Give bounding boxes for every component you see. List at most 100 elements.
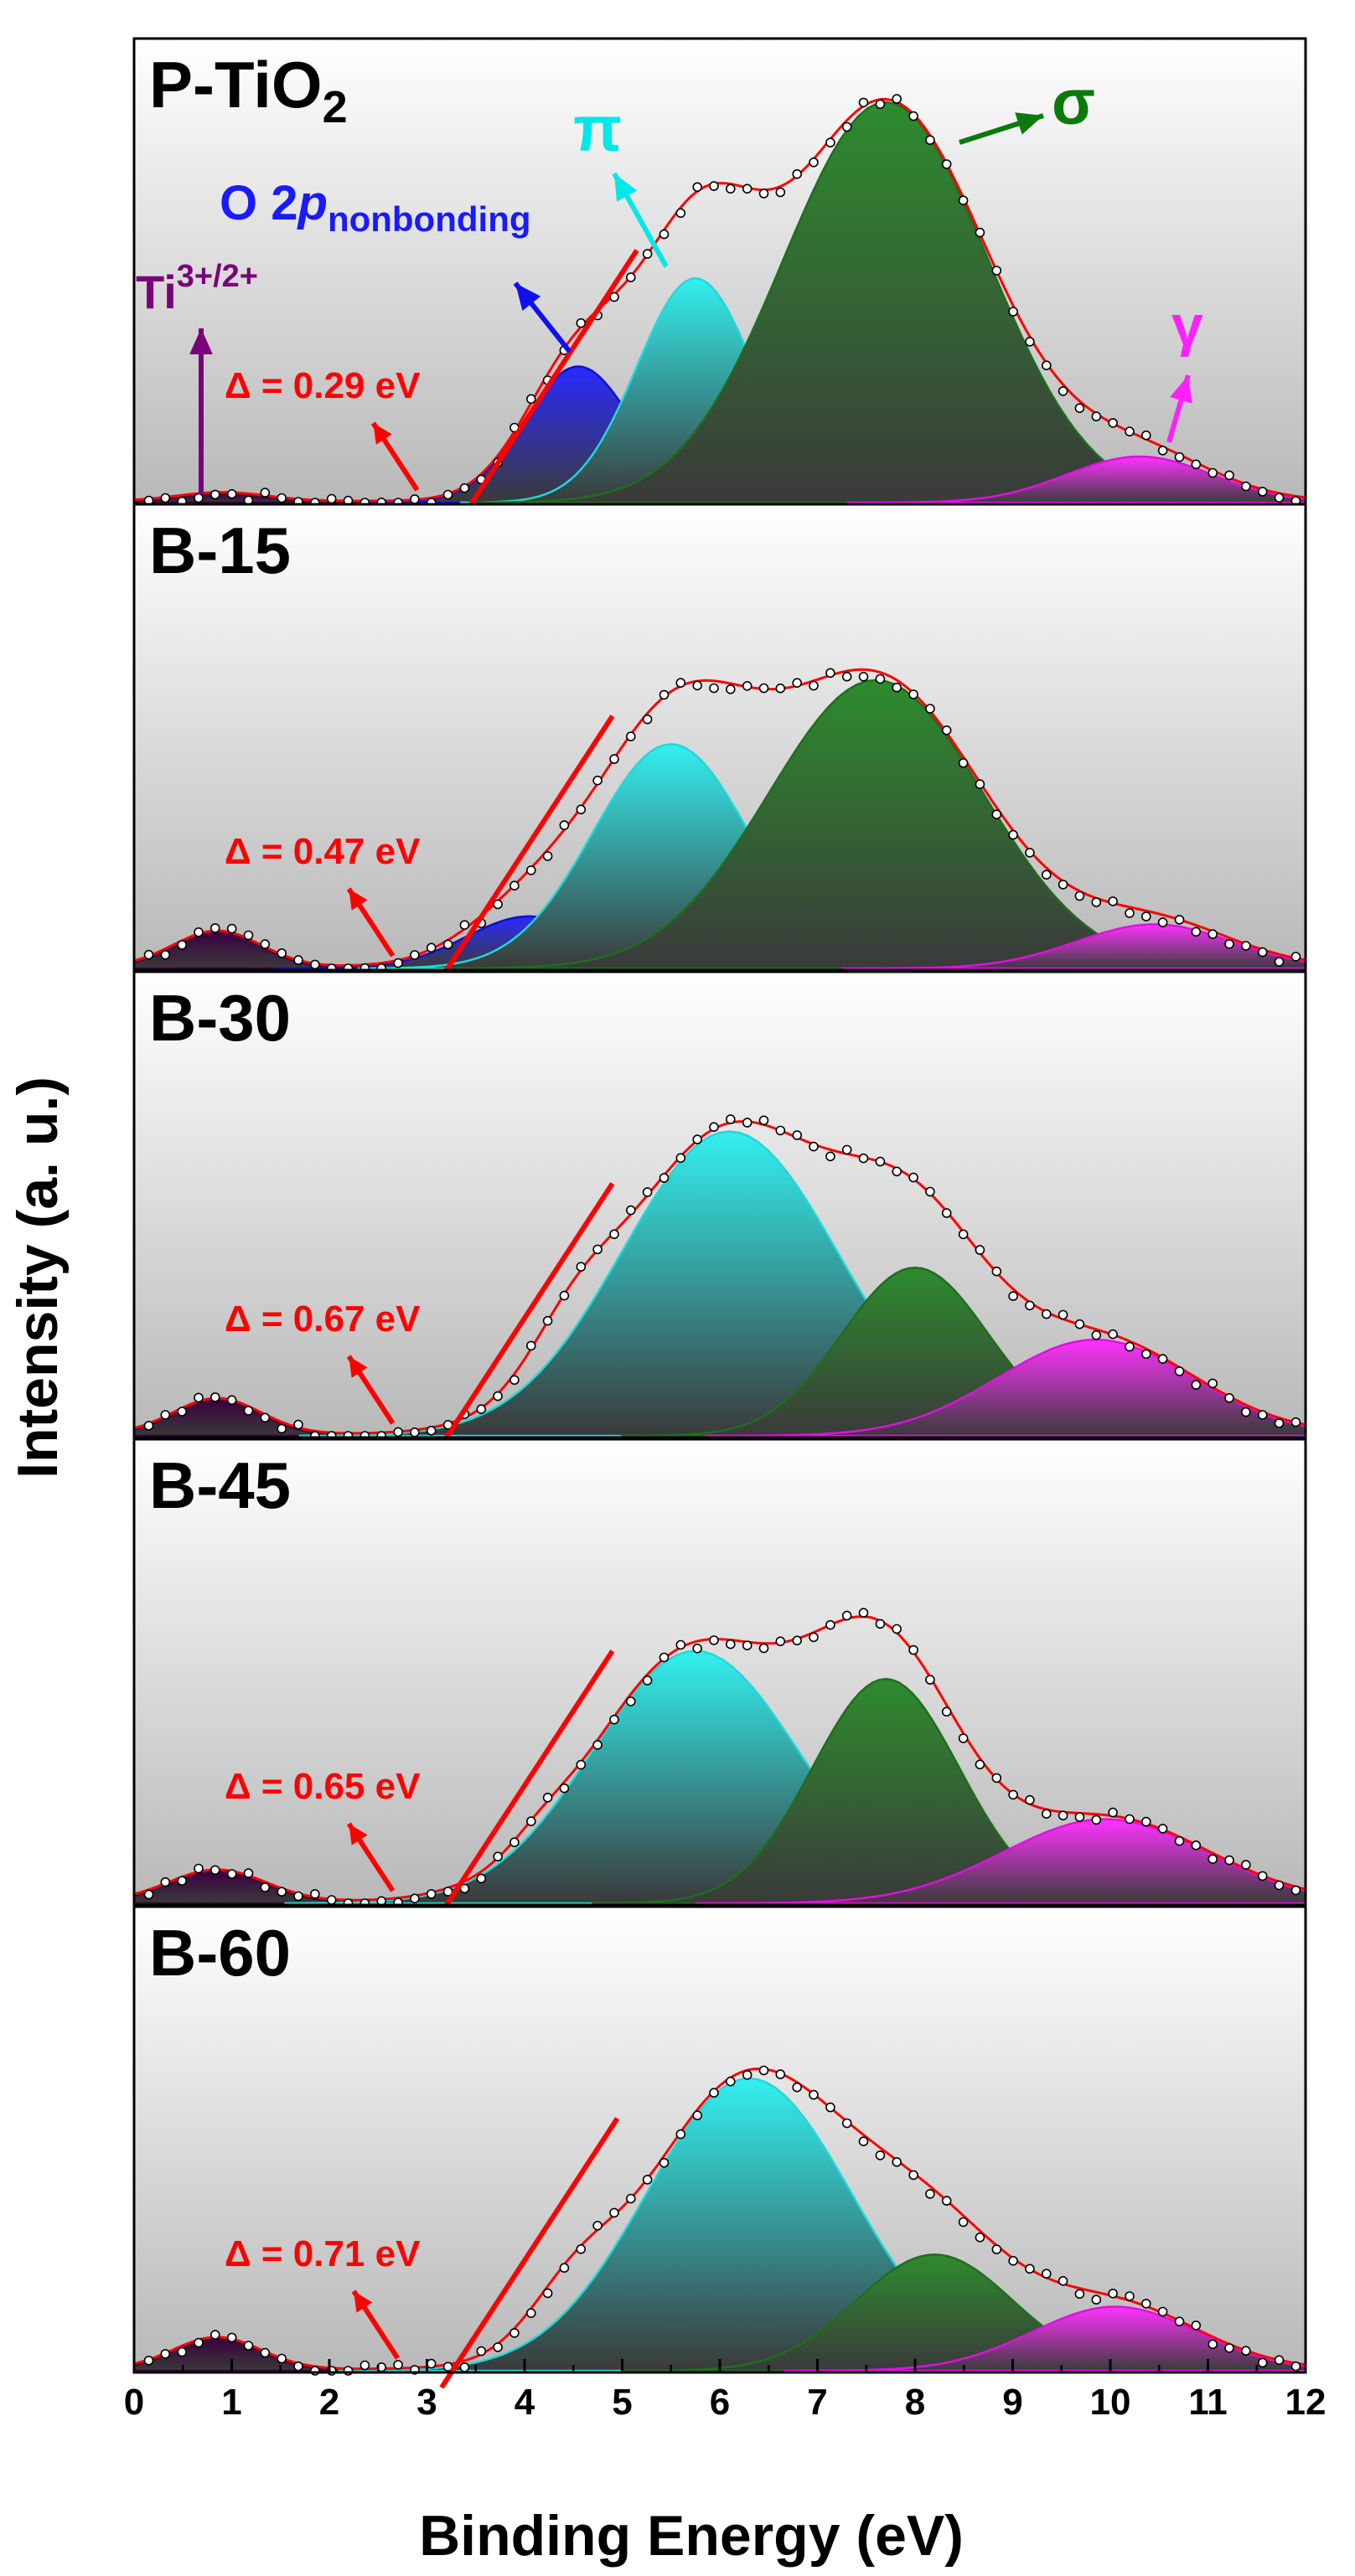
data-point — [559, 1290, 570, 1301]
data-point — [1125, 1814, 1135, 1825]
data-point — [226, 488, 237, 499]
data-point — [742, 1118, 752, 1128]
data-point — [226, 923, 237, 934]
data-point — [1108, 1329, 1118, 1340]
data-point — [310, 1889, 320, 1899]
x-tick-label: 8 — [905, 2382, 925, 2423]
sigma-label: σ — [1052, 67, 1095, 138]
data-point — [659, 1173, 670, 1183]
peak-annotations: Ti3+/2+ O 2pnonbonding π σ γ — [136, 67, 1203, 494]
data-point — [226, 1395, 237, 1406]
data-point — [1025, 1794, 1035, 1805]
data-point — [194, 493, 204, 503]
data-point — [1208, 1854, 1218, 1864]
data-point — [1125, 908, 1135, 918]
data-point — [1141, 2299, 1151, 2309]
data-point — [1008, 1789, 1018, 1800]
data-point — [1008, 2256, 1018, 2266]
data-point — [991, 1266, 1002, 1277]
data-point — [1125, 426, 1135, 436]
data-point — [426, 942, 437, 953]
data-point — [1208, 1378, 1218, 1389]
data-point — [908, 2170, 918, 2181]
data-point — [177, 940, 187, 950]
band-edge-tangent — [458, 249, 639, 521]
data-point — [1074, 891, 1085, 901]
data-point — [143, 1421, 154, 1431]
data-point — [542, 1315, 553, 1326]
panel-name-subscript: 2 — [323, 82, 348, 132]
data-point — [1241, 1860, 1251, 1870]
data-point — [1224, 470, 1234, 481]
data-point — [493, 1851, 503, 1861]
data-point — [758, 683, 769, 694]
data-point — [925, 1186, 935, 1197]
x-tick-label: 10 — [1090, 2382, 1131, 2423]
data-point — [725, 183, 736, 194]
data-point — [1074, 1812, 1085, 1822]
data-point — [1141, 1349, 1151, 1360]
data-point — [194, 927, 204, 937]
data-point — [277, 1887, 287, 1897]
data-point — [410, 1893, 420, 1904]
gamma-label: γ — [1171, 294, 1203, 358]
data-point — [875, 1618, 886, 1629]
data-point — [1290, 1885, 1301, 1896]
data-point — [1224, 1855, 1234, 1866]
data-point — [393, 2360, 403, 2370]
data-point — [277, 493, 287, 503]
data-point — [809, 1632, 819, 1643]
data-point — [1257, 487, 1268, 497]
data-point — [975, 779, 985, 789]
data-point — [775, 1636, 786, 1647]
band-edge-tangent — [434, 1182, 615, 1454]
data-point — [160, 1410, 171, 1420]
data-point — [775, 2069, 786, 2079]
data-point — [892, 1624, 902, 1634]
data-point — [1157, 1824, 1168, 1834]
data-point — [975, 1759, 985, 1770]
data-point — [1241, 1407, 1251, 1417]
data-point — [542, 851, 553, 861]
data-point — [1157, 445, 1168, 456]
data-point — [875, 1156, 886, 1167]
data-point — [941, 725, 952, 736]
x-axis: 0 1 2 3 4 5 6 7 8 9 10 11 12 Binding Energy (eV) — [124, 2359, 1327, 2568]
data-point — [592, 2221, 603, 2231]
data-point — [243, 2341, 254, 2351]
data-point — [742, 1640, 752, 1650]
data-point — [177, 1407, 187, 1417]
data-point — [975, 227, 985, 238]
data-point — [326, 493, 337, 504]
data-point — [825, 2102, 835, 2113]
x-tick-label: 12 — [1285, 2382, 1327, 2423]
data-point — [1241, 2346, 1251, 2356]
data-point — [642, 714, 653, 725]
ti-arrow-head — [189, 328, 213, 355]
data-point — [1125, 2291, 1135, 2301]
data-point — [260, 1882, 271, 1892]
data-point — [1191, 2320, 1202, 2331]
data-points — [143, 668, 1301, 973]
data-point — [775, 1125, 786, 1136]
data-point — [410, 494, 420, 504]
panel-name: B-45 — [149, 1448, 291, 1522]
data-point — [825, 668, 835, 679]
data-point — [725, 2076, 736, 2087]
data-point — [841, 1610, 852, 1621]
data-point — [725, 1639, 736, 1649]
data-point — [592, 1244, 603, 1255]
data-point — [792, 678, 803, 689]
data-point — [1042, 870, 1052, 880]
data-point — [1290, 1417, 1301, 1427]
band-edge-tangent — [434, 1649, 615, 1922]
data-point — [858, 2136, 869, 2146]
delta-label: Δ = 0.65 eV — [225, 1766, 421, 1807]
data-point — [609, 1714, 619, 1725]
data-point — [459, 483, 470, 493]
data-point — [659, 1652, 670, 1663]
data-point — [1257, 2357, 1268, 2368]
band-edge-tangent — [439, 2117, 620, 2389]
panel-b-60: Δ = 0.71 eV B-60 — [132, 1905, 1307, 2389]
